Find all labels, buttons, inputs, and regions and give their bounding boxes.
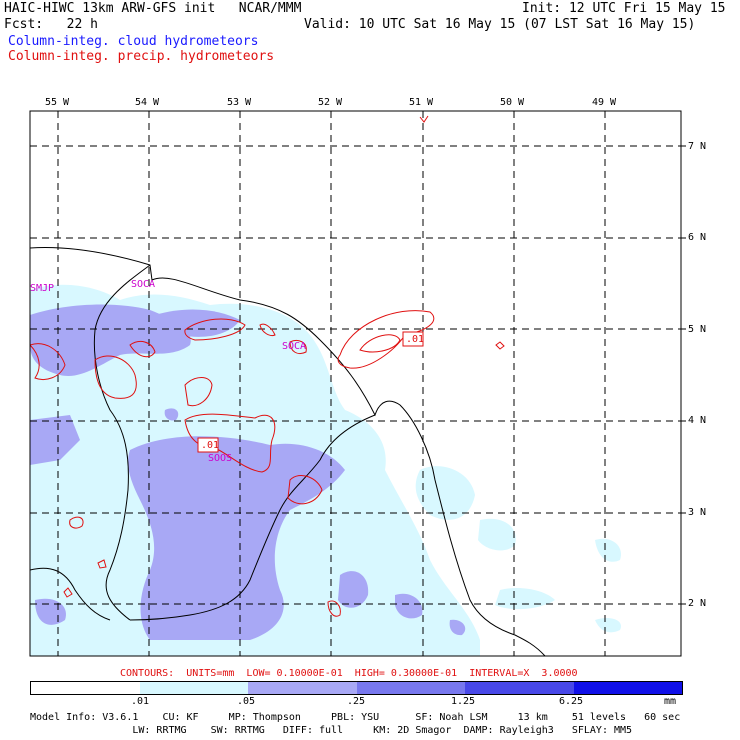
colorbar-label: 1.25 (451, 696, 476, 707)
colorbar-bin (573, 682, 682, 694)
contour-info: CONTOURS: UNITS=mm LOW= 0.10000E-01 HIGH… (120, 668, 578, 679)
cloud-shading-mid (30, 304, 466, 640)
lat-label: 4 N (688, 415, 707, 426)
field-cloud-label: Column-integ. cloud hydrometeors (8, 34, 259, 49)
colorbar-label: .01 (131, 696, 150, 707)
lon-label: 53 W (227, 97, 252, 108)
contour-label: .01 (406, 334, 425, 345)
lon-label: 49 W (592, 97, 617, 108)
lon-label: 55 W (45, 97, 70, 108)
lon-label: 50 W (500, 97, 525, 108)
colorbar-label: 6.25 (559, 696, 584, 707)
station-label: SMJP (30, 283, 55, 294)
colorbar (30, 681, 683, 695)
lat-label: 7 N (688, 141, 707, 152)
station-label: SOOS (208, 453, 233, 464)
colorbar-bin (465, 682, 574, 694)
colorbar-bin (356, 682, 465, 694)
contour-label: .01 (201, 440, 220, 451)
colorbar-bin (248, 682, 357, 694)
colorbar-unit: mm (664, 696, 677, 707)
contour-label-box (197, 437, 219, 453)
contour-label-box (402, 331, 424, 347)
colorbar-label: .05 (237, 696, 256, 707)
station-label: SOCA (131, 279, 156, 290)
lat-label: 3 N (688, 507, 707, 518)
station-label: SOCA (282, 341, 307, 352)
valid-time: Valid: 10 UTC Sat 16 May 15 (07 LST Sat … (304, 17, 696, 32)
precip-contours (30, 115, 505, 617)
forecast-hour: Fcst: 22 h (4, 17, 98, 32)
map-frame (29, 110, 682, 657)
model-info-line2: LW: RRTMG SW: RRTMG DIFF: full KM: 2D Sm… (30, 725, 633, 736)
model-title: HAIC-HIWC 13km ARW-GFS init NCAR/MMM (4, 1, 302, 16)
lon-label: 54 W (135, 97, 160, 108)
colorbar-bin (139, 682, 248, 694)
field-precip-label: Column-integ. precip. hydrometeors (8, 49, 275, 64)
lat-ticks (681, 145, 686, 605)
lat-label: 6 N (688, 232, 707, 243)
model-info-line1: Model Info: V3.6.1 CU: KF MP: Thompson P… (30, 712, 681, 723)
lat-lon-grid (30, 111, 681, 656)
colorbar-bin (31, 682, 140, 694)
coastlines (30, 247, 546, 656)
colorbar-label: .25 (347, 696, 366, 707)
init-time: Init: 12 UTC Fri 15 May 15 (522, 1, 726, 16)
lat-label: 5 N (688, 324, 707, 335)
lon-label: 51 W (409, 97, 434, 108)
lon-label: 52 W (318, 97, 343, 108)
lat-label: 2 N (688, 598, 707, 609)
